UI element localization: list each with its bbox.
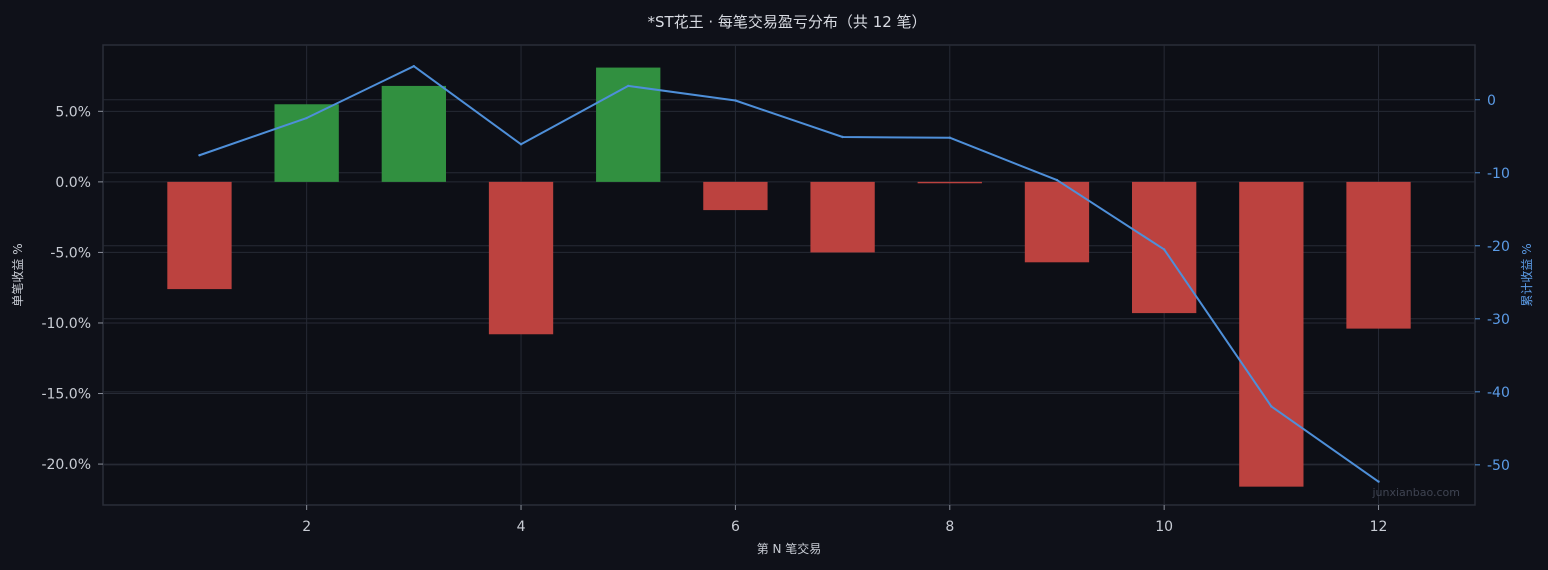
chart-title: *ST花王 · 每笔交易盈亏分布（共 12 笔） [647, 13, 926, 31]
cumulative-point [627, 84, 630, 88]
bar [488, 181, 554, 335]
y-tick-label: 0.0% [55, 175, 91, 191]
y-tick-label: -5.0% [50, 245, 91, 261]
y2-tick-label: 0 [1487, 93, 1496, 109]
x-tick-label: 2 [302, 519, 311, 535]
bar [810, 181, 875, 253]
y2-tick-label: -30 [1487, 312, 1510, 328]
cumulative-point [734, 99, 737, 102]
x-tick-label: 4 [517, 519, 526, 535]
cumulative-point [519, 143, 523, 146]
cumulative-point [841, 135, 844, 139]
y-axis-right: 0 -10 -20 -30 -40 -50 [1475, 93, 1510, 474]
watermark: junxianbao.com [1371, 486, 1460, 499]
cumulative-point [1162, 248, 1166, 251]
x-tick-label: 6 [731, 519, 740, 535]
cumulative-point [1377, 480, 1380, 483]
bar [1239, 181, 1304, 487]
cumulative-point [198, 154, 201, 157]
x-tick-label: 8 [945, 519, 954, 535]
y2-tick-label: -50 [1487, 458, 1510, 474]
bar [1346, 181, 1411, 329]
y-axis-label: 单笔收益 % [10, 243, 25, 306]
y2-axis-label: 累计收益 % [1520, 243, 1534, 306]
x-axis: 2 4 6 8 10 12 [302, 505, 1387, 535]
bar [381, 85, 446, 182]
y-axis-left: 5.0% 0.0% -5.0% -10.0% -15.0% -20.0% [41, 104, 103, 473]
y2-tick-label: -10 [1487, 166, 1510, 182]
bar [917, 181, 982, 184]
bar [1132, 181, 1197, 314]
cumulative-point [305, 116, 308, 120]
y-tick-label: -20.0% [41, 457, 91, 473]
cumulative-line [199, 65, 1380, 483]
y-tick-label: -10.0% [41, 316, 91, 332]
bar [703, 181, 768, 211]
cumulative-point [948, 136, 951, 139]
x-tick-label: 10 [1155, 519, 1173, 535]
y-tick-label: 5.0% [55, 104, 91, 120]
cumulative-point [1055, 178, 1059, 182]
y2-tick-label: -40 [1487, 385, 1510, 401]
x-axis-label: 第 N 笔交易 [757, 541, 822, 556]
x-tick-label: 12 [1370, 519, 1388, 535]
bar [167, 181, 232, 290]
bar [274, 104, 339, 182]
cumulative-point [412, 64, 416, 68]
bar-layer [167, 67, 1411, 487]
y2-tick-label: -20 [1487, 239, 1510, 255]
cumulative-point [1270, 405, 1273, 408]
line-layer [198, 64, 1380, 483]
y-tick-label: -15.0% [41, 387, 91, 403]
bar [1024, 181, 1090, 263]
